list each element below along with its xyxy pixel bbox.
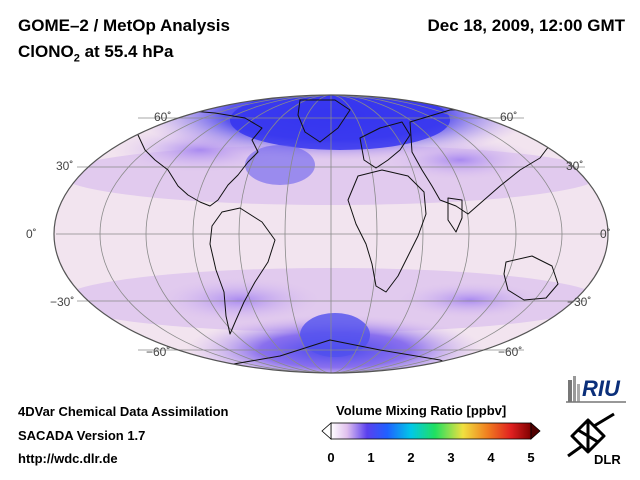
lat-label-right-60: 60˚ (500, 110, 518, 124)
species-subscript: 2 (73, 52, 80, 65)
concentration-field (54, 95, 608, 373)
lat-label-right-minus60: −60˚ (498, 345, 523, 359)
lat-label-left-minus30: −30˚ (50, 295, 75, 309)
colorbar-tick: 0 (327, 450, 335, 465)
lat-label-right-30: 30˚ (566, 159, 584, 173)
pressure-level: at 55.4 hPa (79, 42, 174, 61)
footer-method: 4DVar Chemical Data Assimilation (18, 404, 229, 419)
riu-logo-text: RIU (582, 376, 621, 401)
colorbar-title: Volume Mixing Ratio [ppbv] (336, 403, 507, 418)
dlr-logo: DLR (567, 412, 621, 467)
colorbar-tick: 1 (367, 450, 375, 465)
footer-version: SACADA Version 1.7 (18, 428, 146, 443)
colorbar-gradient (330, 422, 532, 440)
riu-logo: RIU (566, 376, 626, 403)
lat-label-right-minus30: −30˚ (567, 295, 592, 309)
colorbar (321, 422, 541, 440)
colorbar-underflow-arrow (321, 422, 332, 440)
lat-label-right-0: 0˚ (600, 227, 611, 241)
colorbar-tick: 3 (447, 450, 455, 465)
colorbar-tick: 4 (487, 450, 495, 465)
colorbar-tick: 5 (527, 450, 535, 465)
lat-label-left-minus60: −60˚ (146, 345, 171, 359)
globe-outline (53, 94, 609, 374)
lat-label-left-0: 0˚ (26, 227, 37, 241)
colorbar-tick: 2 (407, 450, 415, 465)
footer-url[interactable]: http://wdc.dlr.de (18, 451, 118, 466)
lat-label-left-30: 30˚ (56, 159, 74, 173)
analysis-datetime: Dec 18, 2009, 12:00 GMT (427, 16, 625, 35)
species-name: ClONO (18, 42, 74, 61)
lat-label-left-60: 60˚ (154, 110, 172, 124)
colorbar-overflow-arrow (530, 422, 541, 440)
dlr-logo-text: DLR (594, 452, 621, 467)
species-title: ClONO2 at 55.4 hPa (18, 42, 173, 64)
map-title: GOME–2 / MetOp Analysis (18, 16, 230, 35)
